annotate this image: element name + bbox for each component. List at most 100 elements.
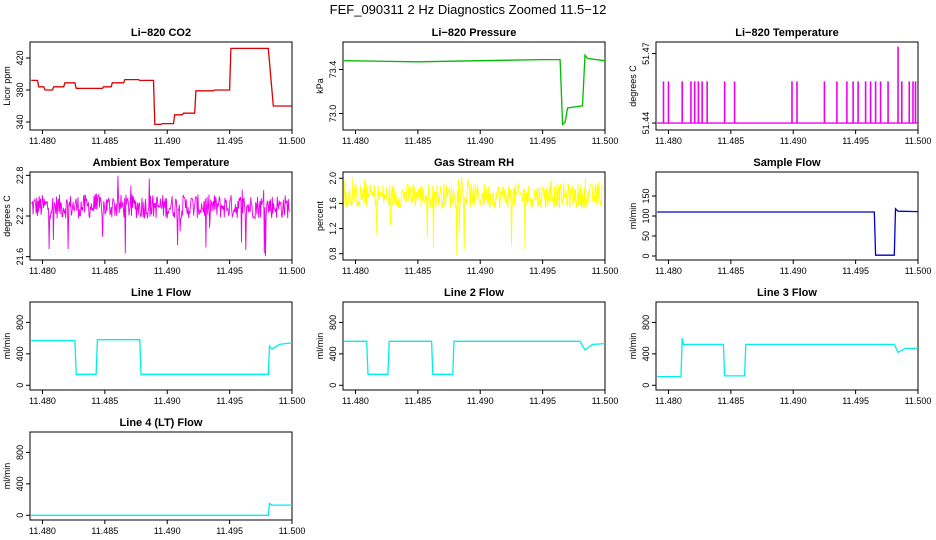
series-line [657,207,919,256]
panel-title: Li−820 CO2 [131,27,191,39]
panel-title: Gas Stream RH [434,157,514,169]
x-tick-label: 11.480 [655,396,682,406]
x-tick-label: 11.495 [529,396,556,406]
plot-frame [655,301,919,391]
x-tick-label: 11.480 [342,136,369,146]
y-tick-label: 800 [328,315,338,330]
series-line [344,340,606,375]
x-tick-label: 11.495 [842,136,869,146]
y-axis-label: ml/min [628,203,638,230]
x-tick-label: 11.480 [342,396,369,406]
chart-panel: Li−820 CO2 11.480 11.485 11.490 11.495 11.500… [2,27,305,146]
x-tick-label: 11.490 [467,396,494,406]
x-tick-label: 11.490 [780,266,807,276]
y-tick-label: 800 [15,315,25,330]
x-tick-label: 11.490 [467,136,494,146]
y-axis-label: Licor ppm [2,66,12,106]
x-tick-label: 11.495 [842,396,869,406]
y-axis-label: degrees C [2,195,12,237]
x-tick-label: 11.480 [655,266,682,276]
y-tick-label: 0 [15,513,25,518]
chart-panel: Ambient Box Temperature 11.480 11.485 11.49… [2,157,305,276]
chart-panel: Li−820 Temperature 11.480 11.485 11.490 11.4… [628,27,931,146]
y-tick-label: 800 [15,445,25,460]
plot-frame [342,171,606,261]
x-tick-label: 11.495 [529,136,556,146]
x-tick-label: 11.490 [154,136,181,146]
y-tick-label: 51.44 [641,112,651,135]
x-tick-label: 11.485 [717,266,744,276]
y-tick-label: 73.4 [328,61,338,79]
x-tick-label: 11.495 [216,266,243,276]
y-tick-label: 400 [15,476,25,491]
y-tick-label: 0 [15,383,25,388]
chart-panel: Gas Stream RH 11.480 11.485 11.490 11.495 11.… [315,157,618,276]
panel-title: Line 2 Flow [444,287,504,299]
y-axis-label: ml/min [315,333,325,360]
panel-title: Sample Flow [753,157,821,169]
x-tick-label: 11.480 [29,526,56,536]
y-tick-label: 22.8 [15,167,25,185]
panel-title: Line 1 Flow [131,287,191,299]
plot-frame [29,41,293,131]
chart-panel: Line 4 (LT) Flow 11.480 11.485 11.490 11.495… [2,417,305,536]
y-axis-label: kPa [315,78,325,94]
y-axis-label: ml/min [2,333,12,360]
y-tick-label: 400 [641,346,651,361]
x-tick-label: 11.500 [279,396,306,406]
y-axis-label: degrees C [628,65,638,107]
y-tick-label: 100 [641,208,651,223]
x-tick-label: 11.500 [905,266,932,276]
x-tick-label: 11.485 [91,266,118,276]
plot-frame [29,431,293,521]
y-tick-label: 0 [328,383,338,388]
y-tick-label: 340 [15,114,25,129]
plot-frame [29,301,293,391]
y-tick-label: 380 [15,82,25,97]
plot-frame [342,301,606,391]
panel-title: Line 4 (LT) Flow [120,417,203,429]
x-tick-label: 11.500 [279,266,306,276]
x-tick-label: 11.500 [905,396,932,406]
x-tick-label: 11.485 [717,136,744,146]
x-tick-label: 11.485 [404,136,431,146]
panel-title: Ambient Box Temperature [93,157,230,169]
chart-panel: Line 1 Flow 11.480 11.485 11.490 11.495 11.50… [2,287,305,406]
y-tick-label: 420 [15,50,25,65]
y-tick-label: 1.6 [328,197,338,210]
y-tick-label: 800 [641,315,651,330]
series-line [657,337,918,378]
x-tick-label: 11.490 [467,266,494,276]
y-axis-label: ml/min [2,463,12,490]
chart-panel: Line 2 Flow 11.480 11.485 11.490 11.495 11.50… [315,287,618,406]
x-tick-label: 11.500 [592,136,619,146]
figure-title: FEF_090311 2 Hz Diagnostics Zoomed 11.5−… [329,2,607,17]
x-tick-label: 11.480 [29,136,56,146]
series-line [30,175,290,257]
x-tick-label: 11.490 [780,136,807,146]
x-tick-label: 11.490 [154,266,181,276]
x-tick-label: 11.485 [404,396,431,406]
panel-title: Line 3 Flow [757,287,817,299]
y-tick-label: 51.47 [641,42,651,65]
series-line [31,502,292,516]
x-tick-label: 11.500 [279,136,306,146]
x-tick-label: 11.495 [529,266,556,276]
x-tick-label: 11.495 [216,136,243,146]
x-tick-label: 11.480 [655,136,682,146]
x-tick-label: 11.485 [91,396,118,406]
plot-frame [655,41,919,131]
y-tick-label: 73.0 [328,105,338,123]
x-tick-label: 11.500 [279,526,306,536]
y-tick-label: 1.2 [328,222,338,235]
y-tick-label: 0 [641,253,651,258]
plot-frame [342,41,606,131]
panel-title: Li−820 Pressure [432,27,517,39]
y-tick-label: 22.2 [15,207,25,225]
series-line [343,176,603,256]
x-tick-label: 11.485 [91,136,118,146]
x-tick-label: 11.490 [154,526,181,536]
chart-panel: Line 3 Flow 11.480 11.485 11.490 11.495 11.50… [628,287,931,406]
x-tick-label: 11.495 [842,266,869,276]
x-tick-label: 11.485 [404,266,431,276]
